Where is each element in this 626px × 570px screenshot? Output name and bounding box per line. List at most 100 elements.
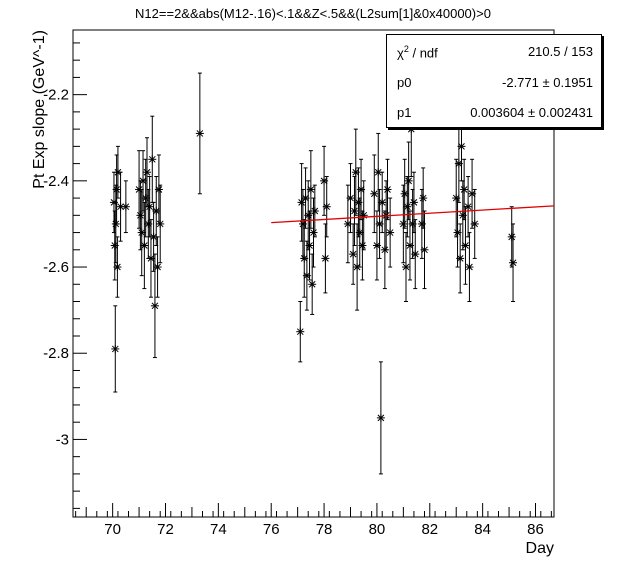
fit-line-segment	[271, 205, 555, 224]
marker-stroke	[300, 255, 308, 262]
data-point	[454, 124, 463, 203]
marker-stroke	[356, 229, 364, 236]
marker-stroke	[464, 203, 472, 211]
marker-stroke	[460, 186, 468, 193]
data-point	[350, 176, 359, 246]
marker-stroke	[155, 186, 163, 193]
data-point	[402, 232, 410, 303]
data-point	[112, 154, 121, 225]
marker-stroke	[137, 211, 144, 219]
marker-stroke	[410, 199, 418, 206]
marker-stroke	[196, 130, 204, 137]
marker-stroke	[411, 250, 419, 258]
y-tick-label: -2.8	[43, 345, 69, 362]
marker-stroke	[113, 186, 120, 193]
marker-stroke	[508, 233, 516, 241]
marker-stroke	[455, 160, 463, 167]
marker-stroke	[409, 220, 416, 228]
marker-stroke	[308, 280, 316, 288]
marker-stroke	[304, 211, 312, 219]
plot-frame	[72, 29, 555, 518]
marker-stroke	[111, 242, 119, 249]
marker-stroke	[349, 250, 357, 258]
chi2-label: χ2 / ndf	[397, 44, 438, 61]
fit-line	[271, 205, 555, 224]
marker-stroke	[154, 263, 161, 271]
marker-stroke	[302, 194, 309, 202]
y-tick-label: -2.6	[43, 259, 69, 276]
marker-stroke	[344, 220, 352, 228]
marker-stroke	[139, 177, 147, 185]
data-point	[153, 236, 162, 298]
data-point	[308, 253, 317, 315]
chart-title: N12==2&&abs(M12-.16)<.1&&Z<.5&&(L2sum[1]…	[135, 6, 491, 21]
marker-stroke	[347, 194, 354, 202]
data-point	[507, 206, 516, 268]
x-tick-label: 80	[369, 521, 386, 538]
stats-row-p0: p0 -2.771 ± 0.1951	[387, 75, 601, 93]
x-tick-label: 76	[263, 521, 280, 538]
data-point	[156, 184, 165, 264]
data-point	[154, 154, 163, 225]
data-point	[145, 176, 154, 238]
data-point	[121, 180, 130, 234]
data-point	[372, 210, 381, 281]
marker-stroke	[352, 168, 360, 176]
marker-stroke	[323, 203, 331, 211]
marker-stroke	[355, 199, 362, 206]
data-point	[411, 219, 420, 290]
marker-stroke	[406, 242, 414, 249]
p0-label: p0	[397, 75, 412, 90]
x-axis-label: Day	[526, 540, 554, 557]
marker-stroke	[377, 414, 385, 422]
y-tick-label: -3	[56, 431, 69, 448]
marker-stroke	[418, 220, 426, 228]
data-point	[346, 163, 355, 234]
marker-stroke	[359, 242, 366, 249]
data-point	[359, 180, 368, 251]
marker-stroke	[400, 220, 407, 228]
data-point	[150, 253, 159, 359]
marker-stroke	[114, 263, 121, 271]
data-point	[420, 210, 429, 290]
marker-stroke	[146, 203, 153, 211]
fit-stats-box: χ2 / ndf 210.5 / 153 p0 -2.771 ± 0.1951 …	[386, 34, 602, 128]
marker-stroke	[135, 186, 143, 193]
data-point	[113, 145, 122, 199]
x-tick-label: 78	[316, 521, 333, 538]
marker-stroke	[151, 302, 159, 310]
data-point	[409, 171, 418, 234]
data-point	[113, 236, 122, 298]
data-point	[376, 361, 385, 475]
marker-stroke	[152, 207, 160, 215]
data-point	[116, 171, 125, 242]
p0-value: -2.771 ± 0.1951	[502, 75, 593, 90]
marker-stroke	[370, 190, 378, 198]
p1-label: p1	[397, 105, 412, 120]
data-point	[509, 223, 518, 303]
x-tick-label: 84	[474, 521, 491, 538]
data-point	[464, 176, 473, 238]
data-point	[470, 188, 479, 259]
data-point	[468, 158, 477, 229]
plot-frame-rect	[72, 29, 555, 518]
data-point	[403, 176, 412, 238]
marker-stroke	[456, 255, 464, 262]
x-tick-label: 72	[157, 521, 174, 538]
marker-stroke	[401, 190, 409, 198]
data-point	[370, 154, 379, 234]
data-point	[111, 305, 120, 393]
p1-value: 0.003604 ± 0.002431	[470, 105, 593, 120]
marker-stroke	[351, 207, 358, 215]
chi2-value: 210.5 / 153	[527, 44, 593, 59]
data-point	[140, 201, 149, 290]
data-point	[296, 301, 305, 363]
marker-stroke	[509, 259, 517, 267]
axes: 70 72 74 76 78 80 82 84 86 -2.2 -2.4 -2.6 -2.8 -3 Day P…	[31, 30, 554, 557]
marker-stroke	[138, 229, 146, 236]
data-point	[306, 150, 315, 229]
x-tick-label: 82	[421, 521, 438, 538]
marker-stroke	[458, 143, 465, 150]
marker-stroke	[386, 229, 394, 236]
data-point	[310, 184, 319, 238]
